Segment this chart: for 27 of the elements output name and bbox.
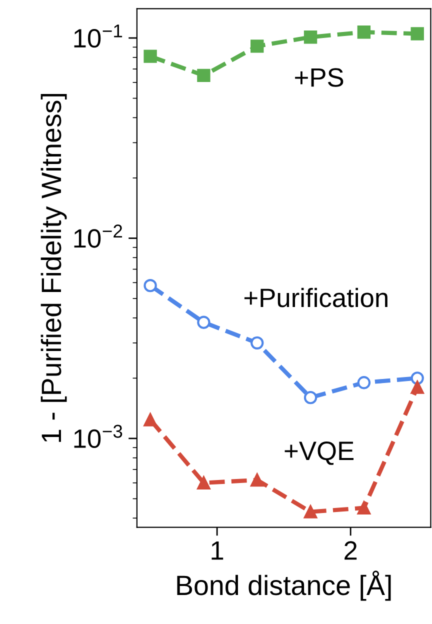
series-label: +PS xyxy=(295,68,344,87)
y-tick-label: 10$^{−2}$ xyxy=(74,224,122,248)
point xyxy=(197,476,210,490)
point xyxy=(144,278,157,292)
point xyxy=(410,27,424,40)
point xyxy=(144,413,157,426)
x-axis-title: Bond distance [Å] xyxy=(177,570,391,601)
point xyxy=(304,390,318,404)
point xyxy=(197,68,210,82)
point xyxy=(250,40,264,53)
point xyxy=(410,380,424,394)
y-axis-title: 1 - [Purified Fidelity Witness] xyxy=(40,94,67,442)
point xyxy=(250,336,264,350)
point xyxy=(250,473,264,487)
x-tick-label: 1 xyxy=(212,541,224,560)
series-label: +VQE xyxy=(284,442,354,465)
series-label: +Purification xyxy=(244,288,388,308)
y-tick-label: 10$^{−3}$ xyxy=(74,424,122,448)
point xyxy=(357,501,371,514)
point xyxy=(144,50,157,63)
point xyxy=(304,505,318,518)
point xyxy=(197,316,210,329)
point xyxy=(357,26,371,39)
y-tick-label: 10$^{−1}$ xyxy=(74,24,122,48)
point xyxy=(357,376,371,390)
x-tick-label: 2 xyxy=(344,541,357,560)
point xyxy=(304,30,318,44)
